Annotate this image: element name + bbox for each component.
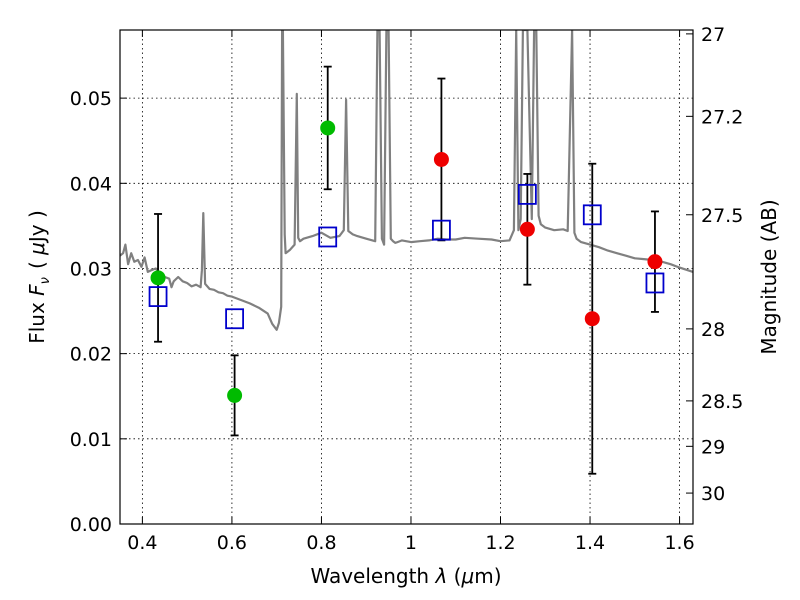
spectrum-line: [120, 30, 693, 331]
y-tick-label: 0.04: [70, 173, 112, 195]
plot-frame: [119, 29, 694, 525]
red_obs-point: [519, 221, 535, 237]
y-tick-label: 0.00: [70, 514, 112, 536]
green_obs-point: [150, 270, 166, 286]
y2-axis-label: Magnitude (AB): [757, 199, 781, 354]
green_obs-point: [227, 387, 243, 403]
x-tick-label: 0.4: [127, 532, 157, 554]
x-tick-label: 1.6: [664, 532, 694, 554]
x-tick-label: 0.6: [217, 532, 247, 554]
model_phot-point: [582, 204, 602, 226]
model_phot-point: [645, 272, 665, 294]
red_obs-point: [647, 254, 663, 270]
red_obs-point: [433, 151, 449, 167]
model_phot-point: [318, 226, 338, 248]
x-axis-label: Wavelength λ (μm): [310, 564, 501, 588]
y2-tick-label: 28: [701, 319, 725, 341]
model_phot-point: [432, 219, 451, 241]
x-tick-label: 1.2: [485, 532, 515, 554]
marker-layer: [148, 120, 665, 403]
ticks-layer: 0.4 0.6 0.8 1 1.2 1.4 1.6 0.00 0.01 0.02 0.03 0.04 0…: [70, 24, 744, 554]
model_phot-point: [148, 286, 168, 307]
y-axis-label: Flux Fν( μJy ): [25, 210, 53, 344]
x-tick-label: 1.4: [575, 532, 605, 554]
red_obs-point: [584, 311, 600, 327]
y-tick-label: 0.01: [70, 429, 112, 451]
y-tick-label: 0.03: [70, 258, 112, 280]
model_phot-point: [225, 308, 245, 330]
model_phot-point: [517, 183, 537, 205]
y2-tick-label: 27.2: [701, 106, 743, 128]
x-tick-label: 0.8: [306, 532, 336, 554]
y-tick-label: 0.05: [70, 88, 112, 110]
x-tick-label: 1: [405, 532, 417, 554]
y2-tick-label: 27: [701, 24, 725, 46]
y-tick-label: 0.02: [70, 344, 112, 366]
y2-tick-label: 30: [701, 483, 725, 505]
green_obs-point: [320, 120, 336, 136]
y2-tick-label: 28.5: [701, 391, 743, 413]
spectrum-layer: [120, 30, 693, 331]
y2-tick-label: 27.5: [701, 205, 743, 227]
y2-tick-label: 29: [701, 436, 725, 458]
